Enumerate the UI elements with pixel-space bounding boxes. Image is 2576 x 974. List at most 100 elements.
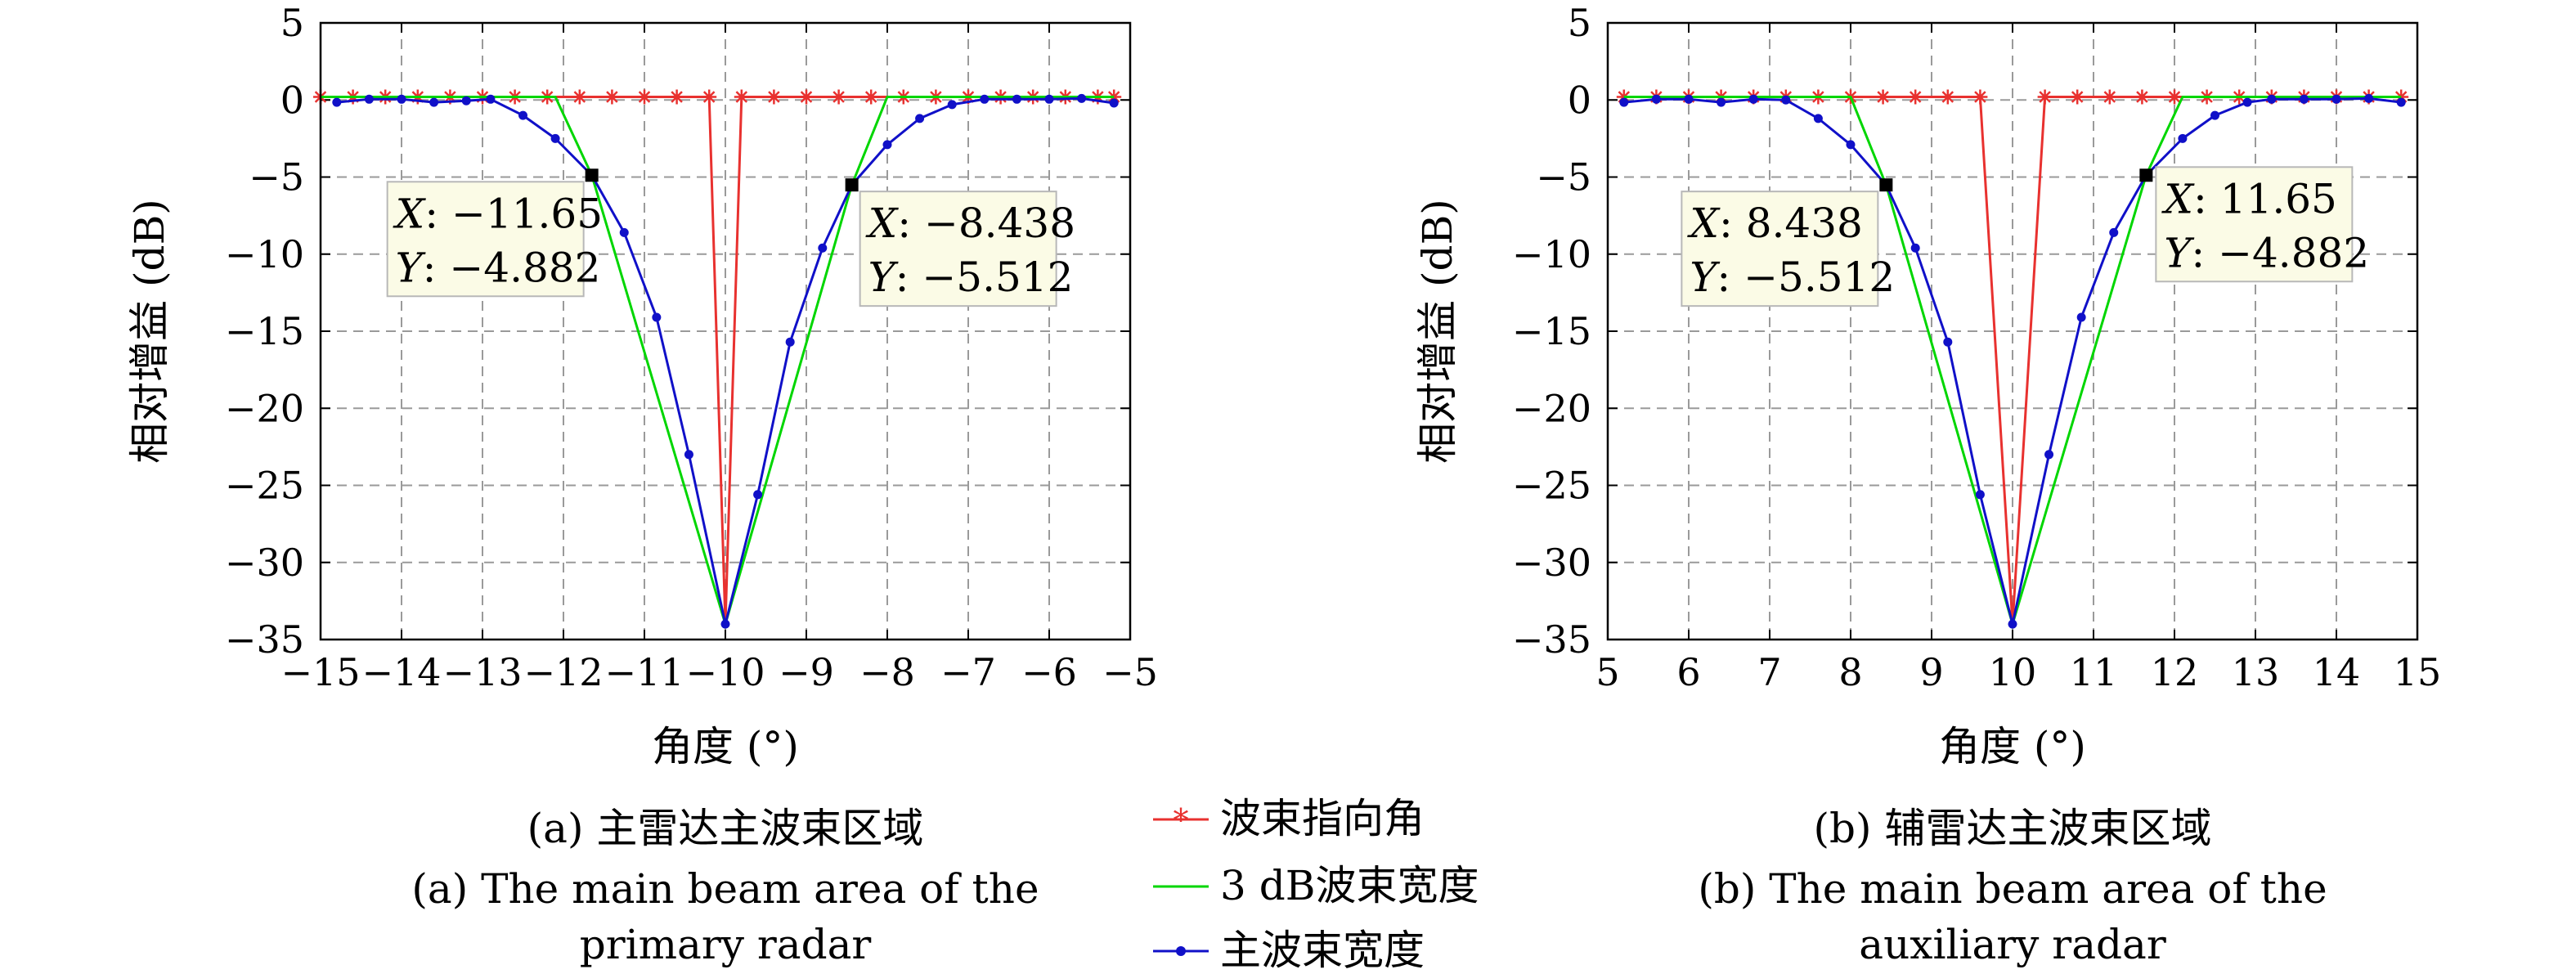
point-main-beam-width-12 [720, 619, 730, 629]
x-tick-label-10: −5 [1102, 650, 1158, 694]
point-beam-pointing-8 [572, 89, 587, 105]
point-main-beam-width-19 [947, 100, 957, 110]
datatip-0: X: −11.65 Y: −4.882 [386, 168, 603, 298]
point-beam-pointing-18 [864, 89, 879, 105]
point-main-beam-width-22 [2331, 94, 2341, 104]
point-beam-pointing-17 [2167, 89, 2182, 105]
y-tick-label-7: −30 [225, 541, 304, 585]
legend-entry-beam-pointing: * 波束指向角 [1153, 795, 1425, 842]
point-main-beam-width-6 [518, 110, 527, 120]
datatip-marker-1 [2139, 168, 2153, 182]
x-tick-label-6: 11 [2070, 650, 2118, 694]
axis-ticks: 5 6 7 8 9 10 11 12 13 14 15 5 0 −5 −10 −15 −20 −25 −30 −35 [1512, 1, 2441, 694]
point-main-beam-width-12 [2008, 619, 2017, 629]
x-tick-label-2: 7 [1757, 650, 1781, 694]
point-main-beam-width-11 [684, 450, 693, 460]
point-main-beam-width-18 [915, 114, 925, 123]
point-main-beam-width-24 [1109, 98, 1119, 108]
x-tick-label-0: −15 [280, 650, 360, 694]
point-beam-pointing-16 [799, 89, 814, 105]
point-main-beam-width-23 [1077, 93, 1087, 103]
legend-label-main-beam-width: 主波束宽度 [1220, 927, 1425, 974]
point-main-beam-width-4 [1748, 94, 1758, 104]
y-tick-label-4: −15 [1512, 309, 1591, 353]
datatip-x-0: X: 8.438 [1686, 200, 1863, 247]
y-tick-label-0: 5 [280, 1, 304, 45]
point-beam-pointing-17 [831, 89, 846, 105]
point-beam-pointing-9 [604, 89, 620, 105]
legend-marker-beam-pointing: * [1174, 802, 1189, 838]
point-main-beam-width-1 [1651, 94, 1661, 104]
datatip-x-1: X: 11.65 [2161, 175, 2337, 222]
point-main-beam-width-10 [652, 312, 662, 322]
point-main-beam-width-13 [2044, 450, 2054, 460]
y-tick-label-2: −5 [1536, 155, 1591, 200]
point-beam-pointing-12 [702, 89, 717, 105]
datatip-marker-0 [1879, 178, 1893, 192]
x-tick-label-4: −11 [604, 650, 684, 694]
datatip-marker-0 [585, 168, 599, 182]
point-main-beam-width-14 [2076, 312, 2086, 322]
point-beam-pointing-8 [1875, 89, 1891, 105]
point-main-beam-width-20 [2267, 94, 2277, 104]
datatip-marker-1 [845, 178, 859, 192]
y-tick-label-6: −25 [225, 464, 304, 508]
caption-line-0: (a) 主雷达主波束区域 [527, 805, 924, 852]
point-main-beam-width-3 [429, 97, 439, 107]
point-main-beam-width-22 [1044, 94, 1054, 104]
legend-entry-main-beam-width: 主波束宽度 [1153, 927, 1425, 974]
datatip-x-0: X: −11.65 [393, 190, 603, 237]
series-beam-pointing [313, 89, 1122, 626]
series-line-beam-pointing [321, 95, 1115, 626]
legend-label-beam-pointing: 波束指向角 [1220, 795, 1425, 842]
plot-frame [319, 21, 1132, 641]
point-main-beam-width-11 [1975, 490, 1985, 500]
x-tick-label-5: 10 [1989, 650, 2037, 694]
point-beam-pointing-14 [734, 89, 749, 105]
caption-line-1: (b) The main beam area of the [1698, 865, 2327, 913]
caption-line-1: (a) The main beam area of the [411, 865, 1039, 913]
point-beam-pointing-14 [2070, 89, 2085, 105]
y-tick-label-4: −15 [225, 309, 304, 353]
point-main-beam-width-0 [332, 97, 342, 107]
datatip-x-1: X: −8.438 [865, 200, 1075, 247]
y-tick-label-6: −25 [1512, 464, 1591, 508]
point-main-beam-width-6 [1813, 114, 1823, 123]
grid [321, 23, 1130, 640]
datatip-box-1 [2155, 166, 2354, 283]
x-axis-label: 角度 (°) [652, 723, 799, 770]
y-axis-label: 相对增益 (dB) [126, 199, 173, 464]
point-beam-pointing-11 [1972, 89, 1988, 105]
point-main-beam-width-21 [1012, 94, 1021, 104]
datatip-box-0 [386, 181, 585, 298]
x-tick-label-8: 13 [2232, 650, 2280, 694]
datatip-0: X: 8.438 Y: −5.512 [1681, 178, 1895, 307]
x-axis-label: 角度 (°) [1939, 723, 2086, 770]
point-beam-pointing-10 [637, 89, 652, 105]
datatip-y-0: Y: −4.882 [396, 244, 601, 291]
legend: * 波束指向角 3 dB波束宽度 主波束宽度 [1153, 795, 1479, 974]
y-tick-label-1: 0 [280, 78, 304, 122]
caption-line-2: auxiliary radar [1859, 921, 2166, 968]
point-main-beam-width-5 [486, 94, 496, 104]
axis-ticks: −15 −14 −13 −12 −11 −10 −9 −8 −7 −6 −550−5−10−15−2… [225, 1, 1158, 694]
datatip-y-1: Y: −4.882 [2164, 229, 2369, 276]
y-tick-label-1: 0 [1568, 78, 1591, 122]
x-tick-label-1: 6 [1676, 650, 1700, 694]
point-main-beam-width-4 [461, 96, 471, 105]
legend-entry-3db-width: 3 dB波束宽度 [1153, 862, 1479, 909]
point-main-beam-width-17 [2178, 133, 2188, 143]
point-main-beam-width-2 [1684, 94, 1694, 104]
point-beam-pointing-13 [2037, 89, 2053, 105]
point-main-beam-width-18 [2210, 110, 2219, 120]
x-tick-label-3: 8 [1838, 650, 1862, 694]
x-tick-label-4: 9 [1919, 650, 1943, 694]
y-tick-label-3: −10 [225, 232, 304, 276]
point-main-beam-width-7 [1846, 140, 1856, 150]
point-main-beam-width-1 [364, 94, 374, 104]
datatip-1: X: 11.65 Y: −4.882 [2139, 166, 2369, 283]
x-tick-label-2: −13 [442, 650, 522, 694]
point-main-beam-width-9 [619, 227, 629, 237]
point-beam-pointing-9 [1908, 89, 1923, 105]
